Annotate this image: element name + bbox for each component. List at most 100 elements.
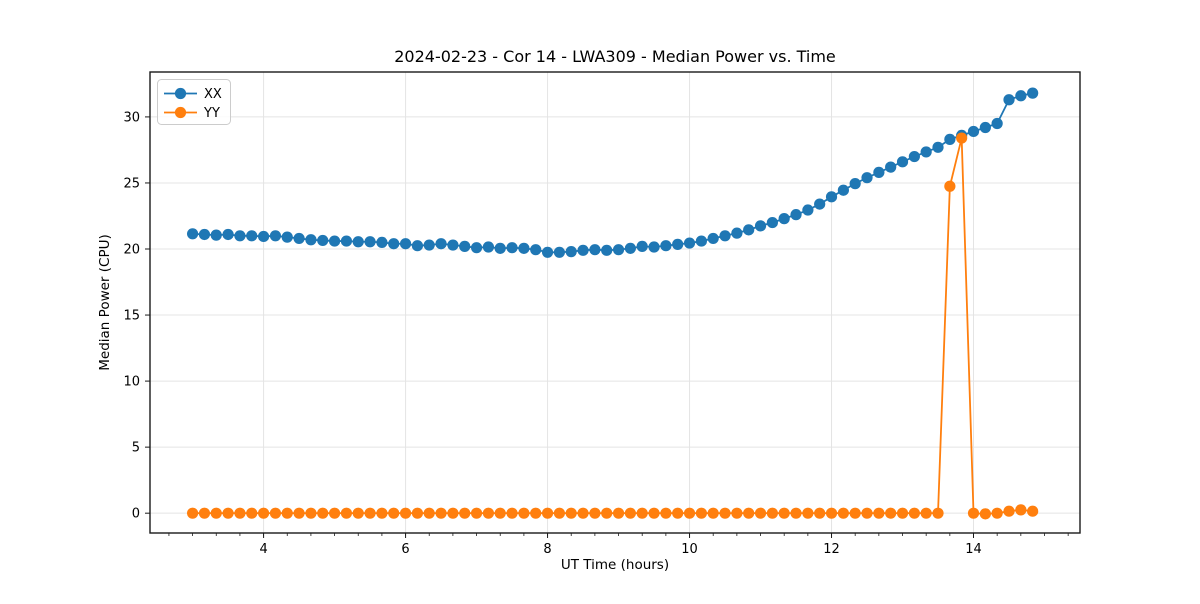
data-point (660, 507, 672, 519)
data-point (257, 230, 270, 243)
data-point (1027, 87, 1039, 99)
data-point (435, 507, 447, 519)
data-point (364, 236, 376, 248)
data-point (873, 166, 885, 178)
data-point (589, 244, 601, 256)
data-point (849, 178, 861, 190)
data-point (731, 227, 743, 239)
data-point (482, 241, 495, 253)
data-point (672, 238, 684, 250)
data-point (979, 508, 991, 520)
data-point (754, 220, 767, 232)
series-markers-yy (186, 132, 1039, 520)
data-point (269, 507, 282, 519)
data-point (328, 507, 341, 519)
data-point (257, 507, 270, 519)
data-point (719, 230, 731, 242)
data-point (553, 246, 566, 258)
legend-marker-xx (174, 87, 187, 100)
legend-label-xx: XX (204, 87, 222, 102)
data-point (269, 230, 282, 242)
data-point (944, 180, 956, 192)
y-tick-label: 15 (123, 309, 140, 324)
legend: XX YY (157, 79, 231, 125)
data-point (281, 231, 293, 243)
data-point (932, 507, 944, 519)
data-point (825, 507, 838, 519)
data-point (695, 507, 707, 519)
data-point (896, 507, 909, 519)
data-point (234, 230, 246, 242)
data-point (683, 507, 696, 519)
data-point (754, 507, 767, 519)
data-point (837, 507, 849, 519)
data-point (908, 150, 920, 163)
data-point (340, 235, 353, 247)
data-point (281, 507, 293, 519)
data-point (411, 240, 424, 252)
series-markers-xx (186, 87, 1039, 258)
data-point (802, 507, 814, 519)
data-point (470, 507, 483, 519)
data-point (991, 117, 1003, 130)
data-point (198, 507, 211, 519)
data-point (186, 228, 199, 240)
data-point (683, 237, 696, 249)
data-point (293, 232, 305, 245)
chart-title: 2024-02-23 - Cor 14 - LWA309 - Median Po… (394, 47, 836, 66)
data-point (624, 507, 637, 519)
data-point (589, 507, 601, 519)
y-tick-label: 0 (132, 507, 140, 522)
data-point (967, 507, 980, 519)
data-point (518, 242, 530, 254)
x-tick-label: 14 (965, 542, 982, 557)
data-point (707, 232, 719, 245)
data-point (814, 198, 826, 210)
data-point (1003, 505, 1015, 517)
x-tick-label: 12 (823, 542, 840, 557)
data-point (1015, 504, 1027, 516)
data-point (695, 235, 707, 247)
data-point (802, 204, 814, 216)
data-point (530, 244, 542, 256)
data-point (246, 507, 258, 519)
data-point (376, 507, 388, 519)
data-point (530, 507, 542, 519)
y-tick-label: 25 (123, 176, 140, 191)
x-tick-label: 10 (681, 542, 698, 557)
data-point (541, 246, 554, 258)
y-tick-label: 5 (132, 441, 140, 456)
data-point (352, 236, 364, 248)
data-point (565, 246, 577, 258)
data-point (790, 507, 802, 519)
data-point (447, 239, 459, 251)
data-point (198, 228, 211, 241)
data-point (612, 244, 625, 256)
y-tick-label: 30 (123, 110, 140, 125)
data-point (447, 507, 459, 519)
data-point (896, 156, 909, 168)
data-point (743, 507, 755, 519)
data-point (956, 132, 968, 144)
data-point (565, 507, 577, 519)
data-point (376, 236, 388, 248)
data-point (399, 507, 412, 519)
data-point (885, 161, 897, 173)
data-point (328, 235, 341, 247)
data-point (186, 507, 199, 519)
data-point (423, 507, 435, 519)
data-point (553, 507, 566, 519)
data-point (506, 242, 518, 254)
plot-border (149, 71, 1081, 534)
axis-ticks: 4 6 8 10 12 14 0 5 10 15 20 25 30 (123, 110, 1069, 557)
data-point (873, 507, 885, 519)
x-tick-label: 8 (543, 542, 551, 557)
data-point (435, 238, 447, 250)
data-point (340, 507, 353, 519)
data-point (459, 240, 471, 252)
data-point (1015, 90, 1027, 102)
data-point (672, 507, 684, 519)
data-point (388, 238, 400, 250)
